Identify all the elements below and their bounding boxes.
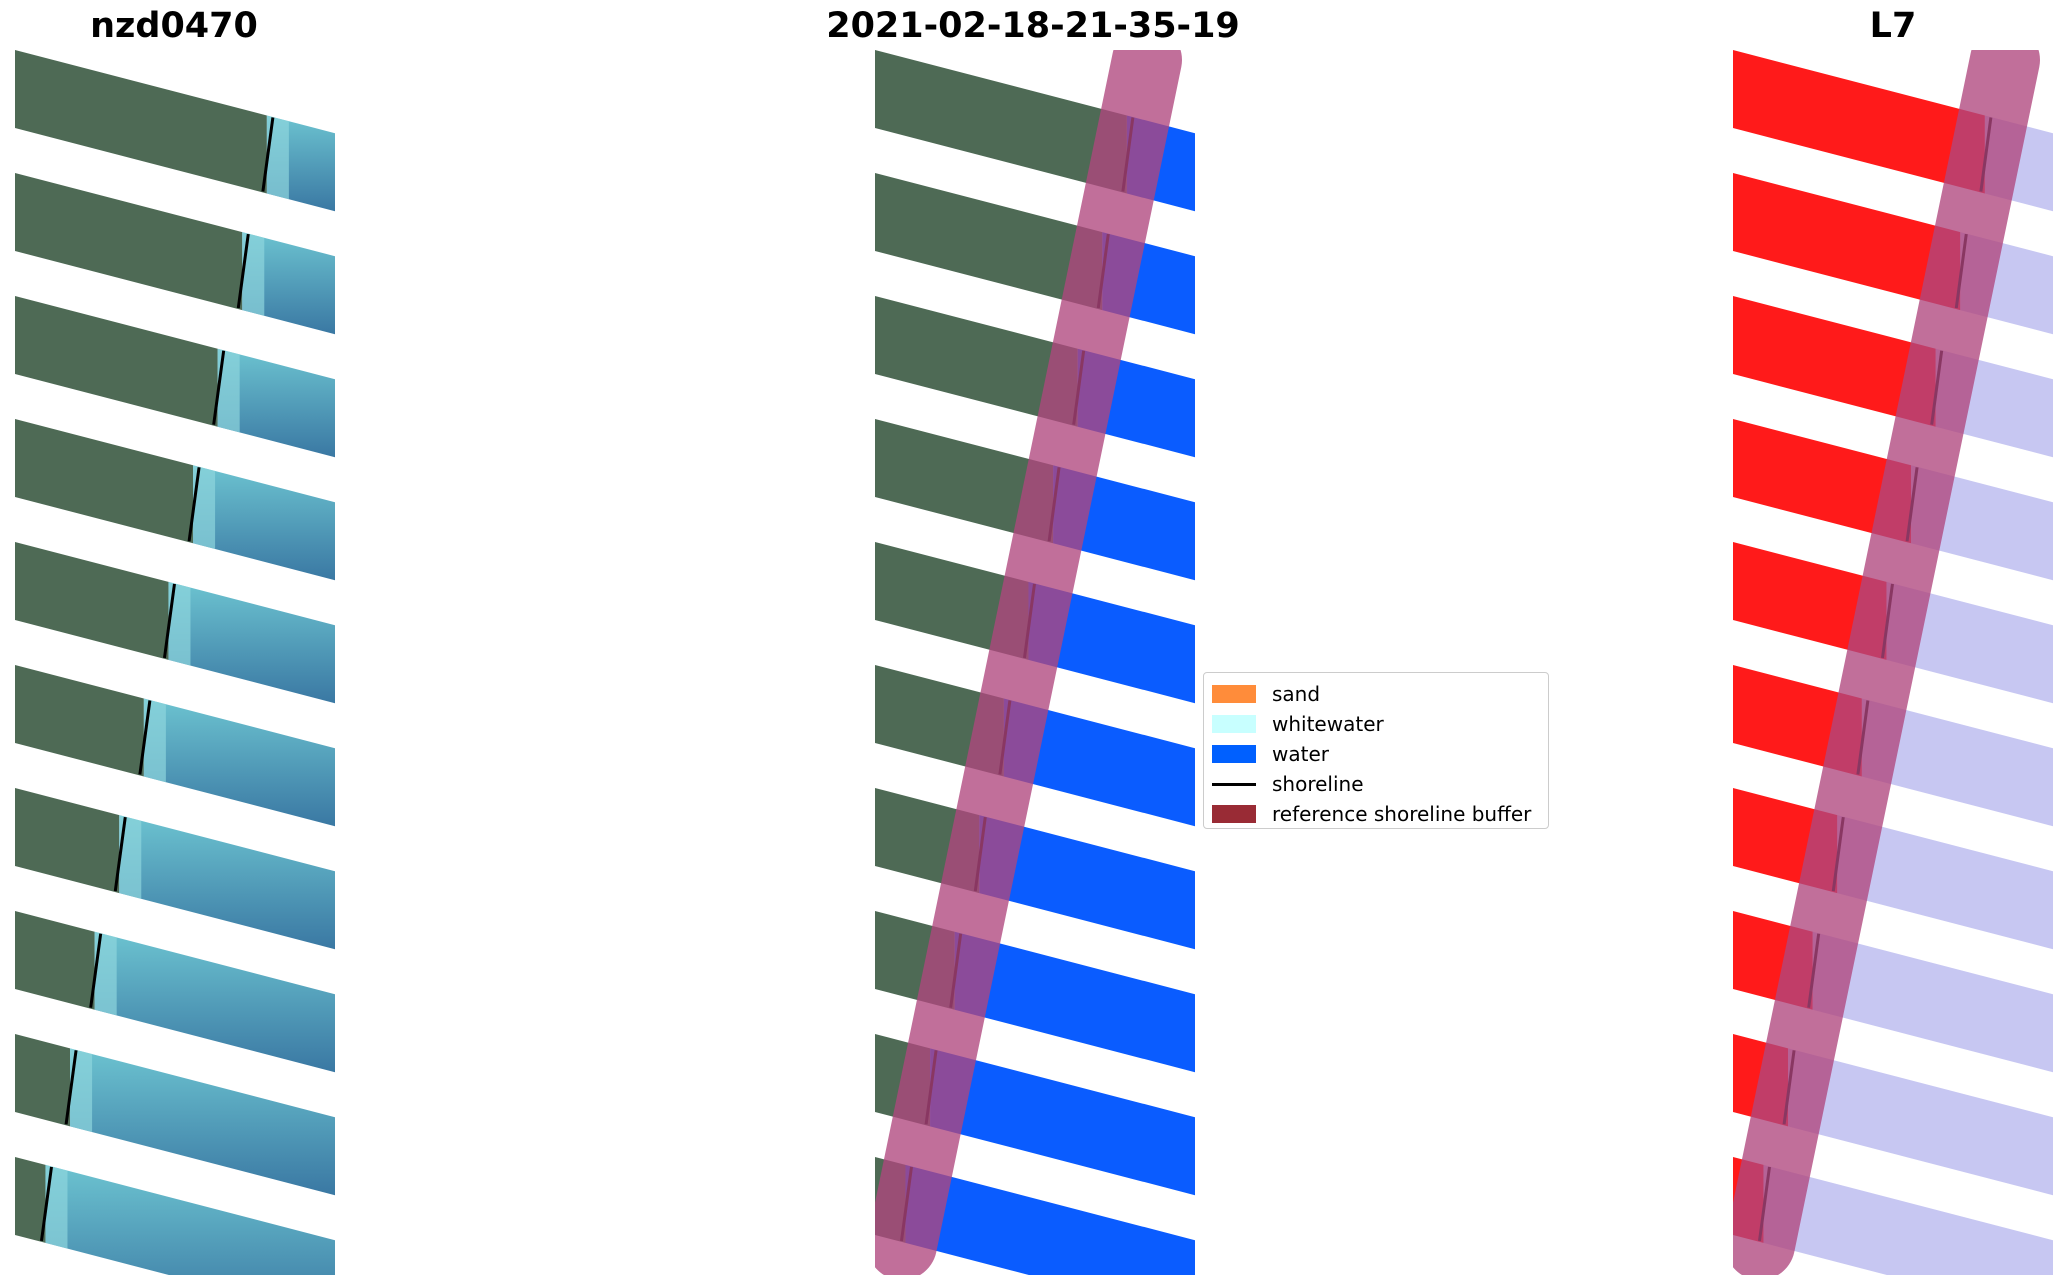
land-area	[15, 542, 169, 660]
whitewater-area	[143, 698, 166, 783]
whitewater-area	[242, 232, 265, 316]
water-swatch	[1212, 745, 1256, 763]
water-area	[70, 1048, 335, 1196]
water-area	[954, 931, 1195, 1073]
water-area	[193, 465, 335, 581]
legend-entry-whitewater: whitewater	[1212, 709, 1540, 739]
panel-title-rgb: nzd0470	[90, 6, 258, 46]
land-area	[15, 173, 243, 311]
land-area	[15, 911, 95, 1010]
whitewater-area	[193, 465, 216, 550]
image-strip	[15, 911, 335, 1073]
land-area	[15, 419, 194, 544]
whitewater-area	[266, 115, 289, 200]
water-area	[930, 1048, 1195, 1196]
reference-shoreline-buffer	[875, 50, 1182, 1275]
whitewater-area	[217, 348, 240, 433]
image-strip	[15, 50, 335, 212]
water-area	[1003, 698, 1195, 827]
buffer-swatch	[1212, 805, 1256, 823]
legend: sand whitewater water shoreline referenc…	[1203, 672, 1549, 829]
water-area	[1812, 931, 2053, 1073]
whitewater-swatch	[1212, 715, 1256, 733]
sand-swatch	[1212, 685, 1256, 703]
land-area	[15, 50, 267, 194]
legend-entry-buffer: reference shoreline buffer	[1212, 799, 1540, 829]
water-area	[94, 931, 335, 1073]
land-area	[875, 296, 1078, 427]
shoreline	[236, 233, 250, 309]
land-area	[875, 542, 1029, 660]
shoreline	[138, 700, 152, 775]
land-area	[15, 1034, 71, 1127]
land-area	[15, 1157, 46, 1243]
land-area	[875, 173, 1103, 311]
whitewater-area	[45, 1164, 68, 1249]
shoreline	[113, 816, 127, 892]
image-strip	[15, 419, 335, 581]
image-strip	[15, 296, 335, 458]
legend-entry-sand: sand	[1212, 679, 1540, 709]
shoreline	[89, 933, 103, 1008]
whitewater-area	[94, 931, 117, 1016]
water-area	[168, 581, 335, 704]
shoreline	[162, 583, 176, 659]
rgb-image-panel	[15, 50, 335, 1275]
image-strip	[15, 788, 335, 950]
water-area	[119, 815, 335, 950]
legend-label-sand: sand	[1272, 682, 1321, 706]
legend-label-whitewater: whitewater	[1272, 712, 1384, 736]
water-area	[1763, 1164, 2053, 1275]
image-strip	[15, 1157, 335, 1275]
shoreline	[64, 1050, 78, 1125]
water-area	[45, 1164, 335, 1275]
whitewater-area	[119, 815, 142, 899]
shoreline	[261, 117, 275, 192]
reference-shoreline-buffer	[1733, 50, 2040, 1275]
water-area	[1028, 581, 1195, 704]
classification-image-panel	[875, 50, 1195, 1275]
land-area	[15, 788, 120, 894]
water-area	[905, 1164, 1195, 1275]
image-strip	[15, 665, 335, 827]
land-area	[1733, 50, 1985, 194]
legend-label-water: water	[1272, 742, 1329, 766]
water-area	[217, 348, 335, 458]
whitewater-area	[70, 1048, 93, 1133]
land-area	[15, 296, 218, 427]
shoreline	[39, 1166, 53, 1242]
land-area	[1733, 542, 1887, 660]
land-area	[15, 665, 144, 777]
land-area	[875, 50, 1127, 194]
land-area	[875, 419, 1054, 544]
legend-label-shoreline: shoreline	[1272, 772, 1364, 796]
shoreline	[187, 467, 201, 542]
water-area	[979, 815, 1195, 950]
land-area	[1733, 419, 1912, 544]
image-strip	[15, 1034, 335, 1196]
water-area	[1886, 581, 2053, 704]
shoreline	[212, 350, 226, 425]
image-strip	[15, 542, 335, 704]
shoreline-line-sample	[1212, 782, 1256, 786]
land-area	[1733, 296, 1936, 427]
legend-entry-shoreline: shoreline	[1212, 769, 1540, 799]
water-area	[143, 698, 335, 827]
water-area	[1837, 815, 2053, 950]
panel-title-classification: 2021-02-18-21-35-19	[826, 6, 1240, 46]
image-strip	[15, 173, 335, 335]
whitewater-area	[168, 581, 191, 666]
legend-label-buffer: reference shoreline buffer	[1272, 802, 1532, 826]
mndwi-image-panel	[1733, 50, 2053, 1275]
land-area	[1733, 173, 1961, 311]
water-area	[1788, 1048, 2053, 1196]
water-area	[1861, 698, 2053, 827]
legend-entry-water: water	[1212, 739, 1540, 769]
panel-title-mndwi: L7	[1869, 6, 1917, 46]
water-area	[242, 232, 335, 335]
